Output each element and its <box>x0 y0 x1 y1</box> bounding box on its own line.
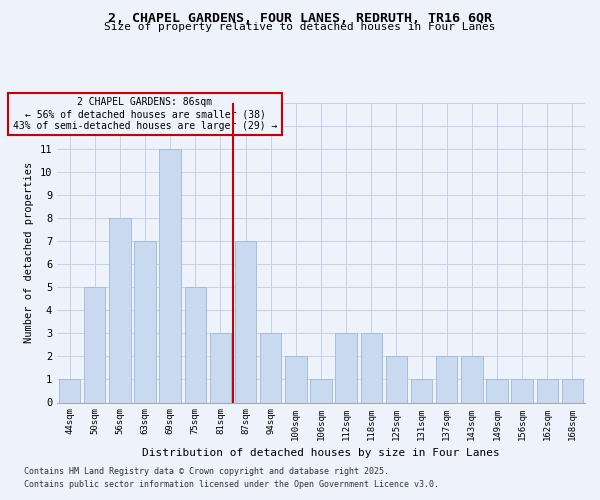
Bar <box>562 380 583 402</box>
Bar <box>109 218 131 402</box>
Text: Contains HM Land Registry data © Crown copyright and database right 2025.: Contains HM Land Registry data © Crown c… <box>24 467 389 476</box>
Text: 2, CHAPEL GARDENS, FOUR LANES, REDRUTH, TR16 6QR: 2, CHAPEL GARDENS, FOUR LANES, REDRUTH, … <box>108 12 492 26</box>
Bar <box>461 356 482 403</box>
Bar <box>84 287 106 403</box>
Bar <box>185 287 206 403</box>
Bar <box>536 380 558 402</box>
Bar <box>487 380 508 402</box>
Bar <box>160 148 181 402</box>
X-axis label: Distribution of detached houses by size in Four Lanes: Distribution of detached houses by size … <box>142 448 500 458</box>
Bar <box>386 356 407 403</box>
Bar <box>310 380 332 402</box>
Bar <box>285 356 307 403</box>
Text: 2 CHAPEL GARDENS: 86sqm
← 56% of detached houses are smaller (38)
43% of semi-de: 2 CHAPEL GARDENS: 86sqm ← 56% of detache… <box>13 98 277 130</box>
Bar <box>511 380 533 402</box>
Bar <box>361 334 382 402</box>
Bar <box>134 241 155 402</box>
Bar <box>260 334 281 402</box>
Y-axis label: Number of detached properties: Number of detached properties <box>24 162 34 343</box>
Text: Contains public sector information licensed under the Open Government Licence v3: Contains public sector information licen… <box>24 480 439 489</box>
Bar <box>411 380 432 402</box>
Bar <box>335 334 357 402</box>
Bar <box>59 380 80 402</box>
Bar <box>235 241 256 402</box>
Text: Size of property relative to detached houses in Four Lanes: Size of property relative to detached ho… <box>104 22 496 32</box>
Bar <box>210 334 231 402</box>
Bar <box>436 356 457 403</box>
